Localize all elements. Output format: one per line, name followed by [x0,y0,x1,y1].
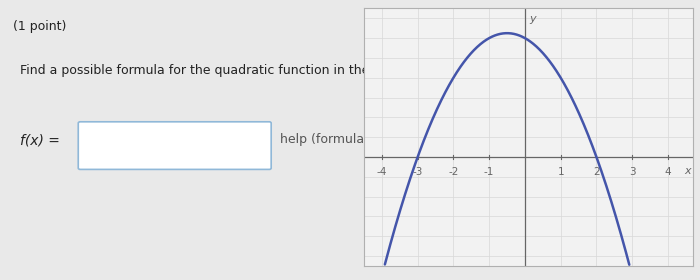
Text: -2: -2 [448,167,458,177]
Text: 3: 3 [629,167,636,177]
FancyBboxPatch shape [78,122,271,169]
Text: 2: 2 [593,167,600,177]
Text: -4: -4 [377,167,387,177]
Text: f(x) =: f(x) = [20,133,60,147]
Text: Find a possible formula for the quadratic function in the graph.: Find a possible formula for the quadrati… [20,64,414,77]
Text: 1: 1 [557,167,564,177]
Text: -3: -3 [412,167,423,177]
Text: x: x [685,166,691,176]
Text: -1: -1 [484,167,494,177]
Text: 4: 4 [665,167,671,177]
Text: help (formulas): help (formulas) [280,134,376,146]
Text: y: y [529,14,536,24]
Text: (1 point): (1 point) [13,20,66,32]
